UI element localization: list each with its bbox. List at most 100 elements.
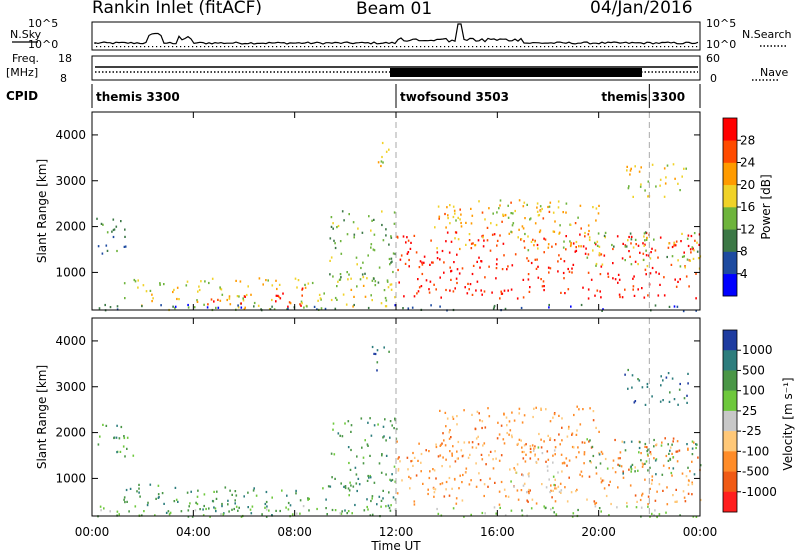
echo-cell (481, 211, 484, 214)
echo-cell (376, 503, 378, 506)
station-title: Rankin Inlet (fitACF) (92, 0, 262, 18)
echo-cell (122, 445, 125, 448)
echo-cell (600, 477, 602, 480)
echo-cell (147, 501, 149, 504)
echo-cell (647, 495, 650, 498)
echo-cell (393, 222, 396, 225)
echo-cell (683, 251, 685, 254)
echo-cell (689, 470, 691, 473)
echo-cell (409, 247, 412, 250)
echo-cell (252, 489, 255, 492)
echo-cell (672, 494, 674, 497)
echo-cell (495, 223, 498, 227)
echo-cell (572, 263, 575, 266)
echo-cell (557, 471, 559, 474)
echo-cell (325, 498, 327, 501)
echo-cell (372, 248, 375, 251)
echo-cell (595, 472, 598, 475)
echo-cell (650, 482, 653, 485)
echo-cell (632, 246, 635, 249)
echo-cell (684, 266, 686, 269)
echo-cell (622, 476, 625, 479)
echo-cell (550, 489, 552, 492)
echo-cell (399, 460, 401, 463)
echo-cell (390, 257, 393, 260)
echo-cell (593, 500, 596, 503)
echo-cell (518, 412, 520, 415)
echo-cell (691, 460, 693, 463)
velocity-colorbar-tick-label: -100 (742, 444, 769, 458)
echo-cell (686, 237, 689, 240)
echo-cell (319, 297, 322, 300)
echo-cell (587, 233, 590, 236)
echo-cell (667, 246, 670, 249)
echo-cell (646, 450, 648, 453)
power-colorbar-band (723, 118, 737, 141)
echo-cell (459, 218, 461, 221)
echo-cell (453, 477, 456, 481)
echo-cell (468, 288, 470, 291)
echo-cell (681, 472, 684, 475)
echo-cell (364, 272, 366, 275)
echo-cell (217, 298, 219, 301)
echo-cell (203, 493, 206, 496)
echo-cell (281, 489, 283, 492)
echo-cell (528, 492, 530, 495)
echo-cell (489, 249, 492, 252)
echo-cell (381, 223, 383, 227)
echo-cell (560, 257, 562, 260)
echo-cell (407, 468, 409, 471)
echo-cell (427, 492, 429, 496)
echo-cell (332, 275, 334, 278)
echo-cell (545, 460, 547, 463)
echo-cell (628, 250, 630, 253)
echo-cell (383, 289, 386, 292)
nsky-trace (94, 23, 699, 45)
echo-cell (504, 307, 507, 310)
echo-cell (588, 236, 591, 239)
echo-cell (662, 464, 665, 467)
echo-cell (691, 453, 694, 456)
echo-cell (370, 243, 373, 246)
echo-cell (445, 480, 448, 484)
echo-cell (554, 487, 556, 490)
echo-cell (649, 257, 652, 260)
echo-cell (527, 273, 530, 276)
date-title: 04/Jan/2016 (590, 0, 693, 18)
echo-cell (339, 434, 341, 437)
echo-cell (220, 513, 222, 516)
echo-cell (552, 211, 555, 214)
echo-cell (380, 164, 382, 168)
echo-cell (662, 489, 664, 492)
echo-cell (529, 450, 532, 454)
echo-cell (378, 266, 381, 269)
echo-cell (516, 443, 519, 446)
echo-cell (560, 453, 563, 456)
echo-cell (639, 251, 641, 254)
echo-cell (687, 466, 689, 469)
echo-cell (641, 492, 644, 495)
echo-cell (367, 306, 370, 310)
echo-cell (660, 444, 663, 447)
echo-cell (454, 460, 457, 463)
echo-cell (691, 447, 694, 450)
echo-cell (370, 294, 372, 297)
echo-cell (273, 308, 276, 311)
echo-cell (522, 296, 525, 299)
echo-cell (343, 485, 345, 488)
echo-cell (410, 460, 412, 463)
echo-cell (662, 379, 664, 382)
echo-cell (557, 260, 559, 263)
echo-cell (271, 298, 273, 302)
echo-cell (437, 455, 440, 458)
echo-cell (617, 486, 619, 489)
echo-cell (508, 420, 511, 423)
nsky-label: N.Sky (10, 28, 42, 41)
echo-cell (595, 501, 598, 505)
echo-cell (599, 273, 602, 276)
echo-cell (513, 467, 515, 470)
echo-cell (262, 283, 264, 286)
echo-cell (234, 499, 236, 502)
echo-cell (220, 288, 223, 291)
